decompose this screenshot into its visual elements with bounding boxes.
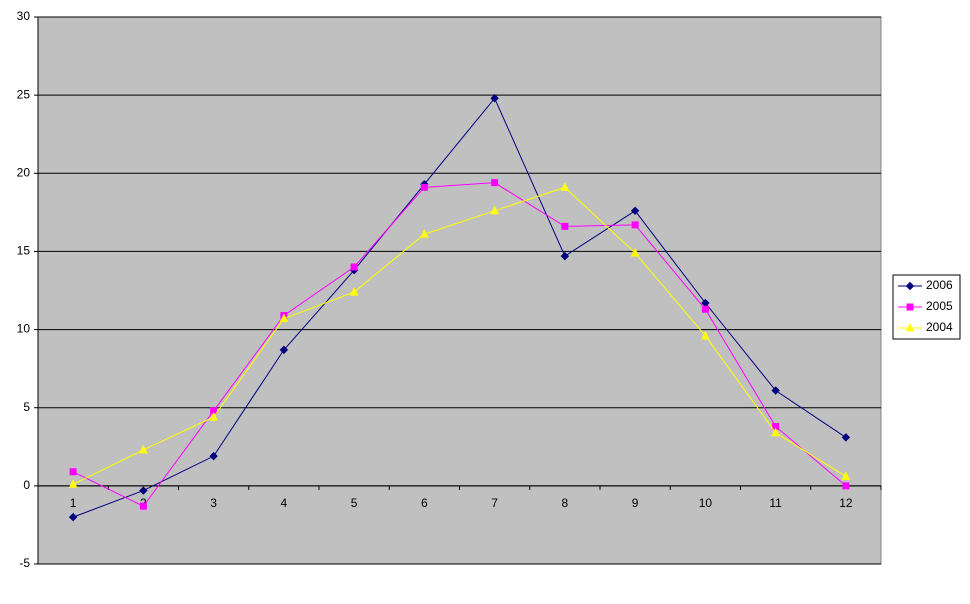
y-tick-label: 10 — [17, 322, 31, 336]
y-tick-label: 0 — [23, 478, 30, 492]
y-tick-label: -5 — [19, 556, 30, 570]
marker — [771, 386, 780, 395]
x-tick-label: 11 — [769, 496, 782, 510]
x-tick-label: 9 — [632, 496, 639, 510]
marker — [209, 411, 218, 421]
marker — [701, 305, 709, 313]
marker — [560, 251, 570, 261]
marker — [560, 182, 570, 191]
marker — [490, 94, 499, 103]
marker — [68, 479, 78, 488]
marker — [630, 206, 640, 216]
marker — [210, 407, 218, 415]
marker — [350, 263, 358, 271]
marker — [842, 482, 850, 490]
series-line — [72, 97, 847, 518]
marker — [631, 221, 639, 229]
marker — [841, 471, 851, 480]
legend-label: 2005 — [926, 299, 953, 313]
x-tick-label: 5 — [351, 496, 358, 510]
marker — [772, 422, 780, 430]
marker — [139, 444, 148, 454]
legend-label: 2004 — [926, 320, 953, 334]
marker — [420, 183, 428, 191]
marker — [279, 345, 289, 355]
y-tick-label: 5 — [23, 400, 30, 414]
x-tick-label: 4 — [281, 496, 288, 510]
marker — [420, 229, 429, 238]
marker — [841, 433, 851, 442]
plot-area — [37, 16, 882, 565]
marker — [68, 512, 78, 522]
y-tick-label: 20 — [17, 165, 31, 179]
marker — [905, 281, 915, 291]
x-tick-label: 1 — [70, 496, 77, 510]
x-tick-label: 12 — [839, 496, 853, 510]
marker — [279, 313, 289, 323]
marker — [490, 205, 499, 215]
series-line — [72, 186, 847, 485]
x-tick-label: 10 — [699, 496, 713, 510]
marker — [771, 427, 780, 437]
marker — [139, 486, 148, 495]
marker — [209, 451, 218, 461]
marker — [491, 179, 499, 187]
marker — [701, 330, 710, 340]
series-line — [72, 182, 847, 507]
marker — [69, 468, 77, 476]
y-tick-label: 30 — [17, 9, 31, 23]
marker — [906, 303, 914, 311]
x-tick-label: 8 — [562, 496, 569, 510]
marker — [139, 502, 147, 510]
legend-label: 2006 — [926, 278, 953, 292]
y-tick-label: 25 — [17, 87, 31, 101]
marker — [630, 247, 640, 257]
x-tick-label: 6 — [421, 496, 428, 510]
marker — [561, 222, 569, 230]
x-tick-label: 3 — [210, 496, 217, 510]
marker — [905, 322, 915, 332]
y-tick-label: 15 — [17, 244, 31, 258]
marker — [349, 286, 359, 296]
x-tick-label: 7 — [491, 496, 498, 510]
